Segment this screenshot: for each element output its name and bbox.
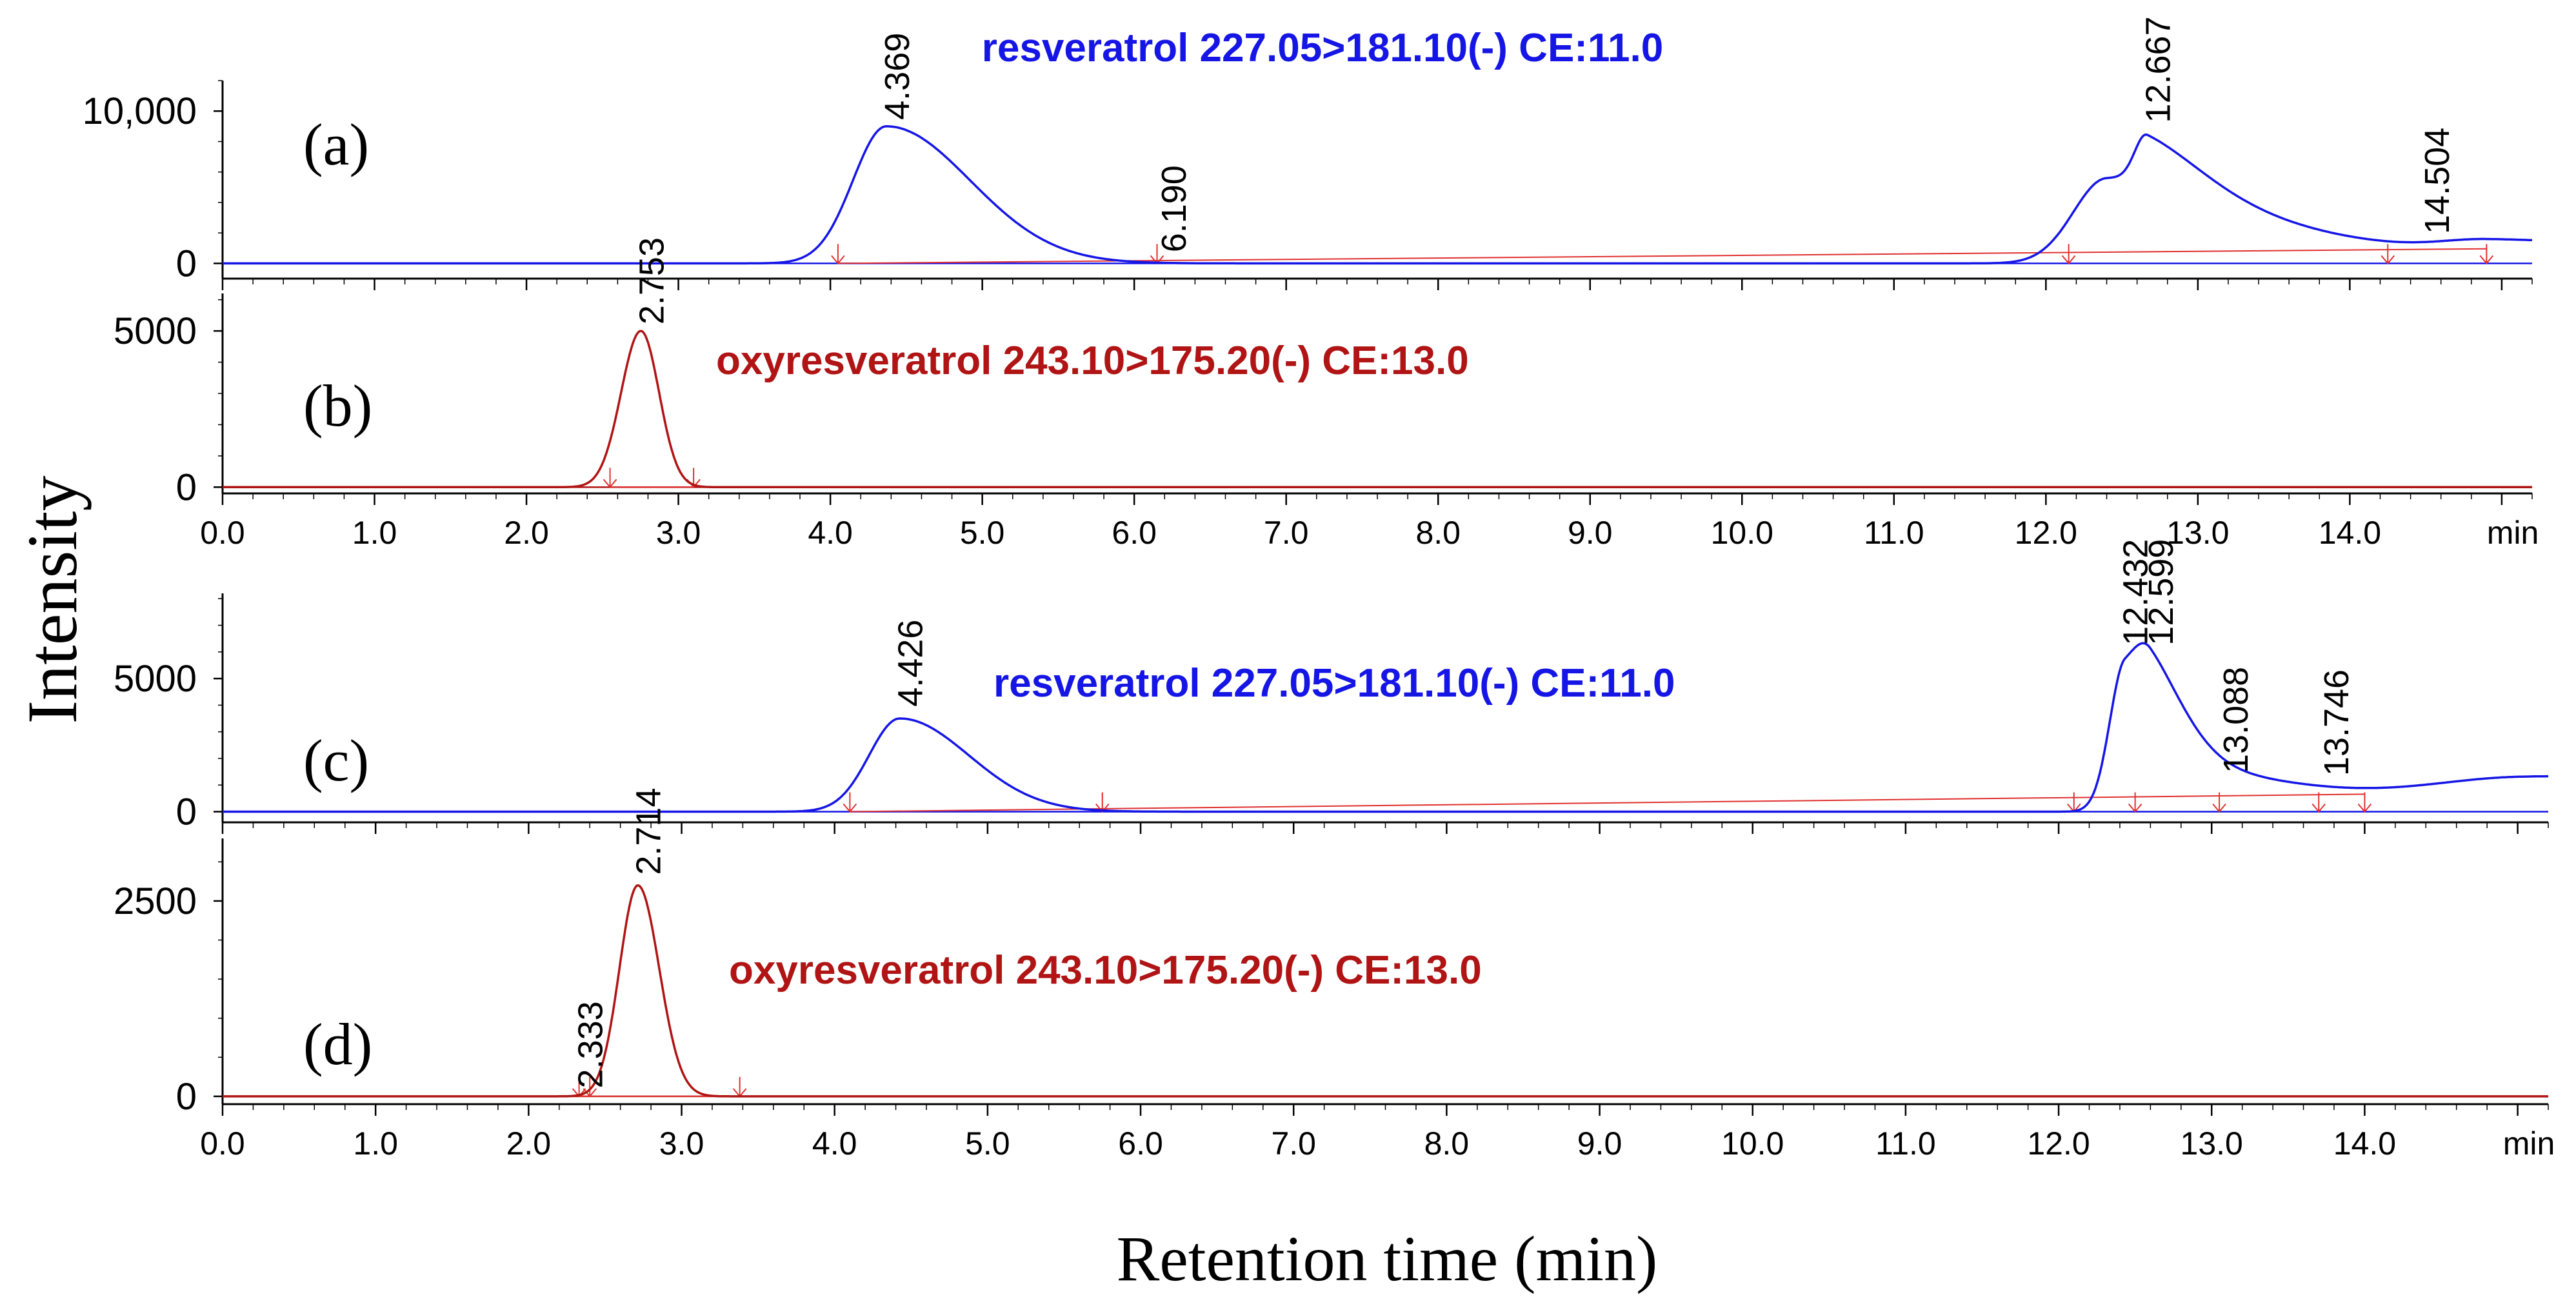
- panel-label: (c): [303, 728, 369, 793]
- x-tick-label: 2.0: [506, 1125, 552, 1162]
- peak-rt-label: 13.088: [2217, 667, 2255, 773]
- integration-marker: [2067, 792, 2081, 813]
- x-tick-label: 11.0: [1875, 1125, 1936, 1162]
- x-tick-label: 6.0: [1118, 1125, 1163, 1162]
- x-tick-label: 12.0: [2015, 515, 2077, 551]
- x-tick-label: 2.0: [504, 515, 549, 551]
- x-tick-label: 14.0: [2333, 1125, 2396, 1162]
- y-tick-label: 0: [176, 1076, 197, 1118]
- peak-rt-label: 13.746: [2317, 669, 2356, 776]
- peak-rt-label: 4.369: [878, 33, 917, 120]
- x-tick-label: 10.0: [1721, 1125, 1784, 1162]
- panel-b: 0 5000 0.0 1.0 2.0 3.0 4.0 5.0 6.0 7.0 8.0 9.0 10.0 1…: [114, 237, 2539, 551]
- peak-rt-label: 12.432: [2117, 539, 2155, 646]
- chromatogram-trace: [223, 642, 2548, 813]
- x-tick-label: 13.0: [2166, 515, 2229, 551]
- integration-marker: [2357, 792, 2372, 813]
- y-tick-label: 0: [176, 466, 197, 508]
- peak-rt-label: 2.753: [632, 237, 671, 324]
- panel-title: oxyresveratrol 243.10>175.20(-) CE:13.0: [716, 339, 1469, 383]
- x-tick-label: 9.0: [1577, 1125, 1622, 1162]
- y-tick-label: 5000: [114, 658, 197, 700]
- x-axis-label: Retention time (min): [1117, 1223, 1658, 1294]
- y-tick-label: 5000: [114, 310, 197, 352]
- integration-marker: [732, 1076, 747, 1098]
- integration-marker: [2128, 792, 2142, 813]
- y-tick-label: 0: [176, 243, 197, 284]
- x-tick-label: 1.0: [352, 515, 397, 551]
- panel-title: resveratrol 227.05>181.10(-) CE:11.0: [993, 661, 1675, 706]
- x-tick-label: 14.0: [2319, 515, 2381, 551]
- integration-marker: [2212, 792, 2226, 813]
- x-tick-label: 5.0: [965, 1125, 1010, 1162]
- x-tick-label: 3.0: [656, 515, 701, 551]
- x-tick-label: 11.0: [1864, 515, 1924, 551]
- y-tick-label: 0: [176, 791, 197, 833]
- panel-a: 0 10,000 4.369 6.190 12.667 14.504 resveratrol…: [83, 16, 2533, 290]
- x-tick-label: 4.0: [812, 1125, 857, 1162]
- integration-marker: [2311, 792, 2326, 813]
- integration-marker: [603, 468, 617, 488]
- x-tick-label: 1.0: [353, 1125, 398, 1162]
- panel-title: resveratrol 227.05>181.10(-) CE:11.0: [982, 26, 1663, 70]
- x-tick-label: 8.0: [1424, 1125, 1470, 1162]
- panel-label: (d): [303, 1011, 372, 1077]
- x-unit-label: min: [2487, 515, 2539, 551]
- x-tick-label: 5.0: [960, 515, 1005, 551]
- peak-rt-label: 2.333: [571, 1001, 610, 1088]
- peak-rt-label: 4.426: [892, 620, 930, 707]
- x-tick-label: 9.0: [1568, 515, 1613, 551]
- chart-panels: 0 10,000 4.369 6.190 12.667 14.504 resveratrol…: [83, 16, 2555, 1162]
- y-axis-label: Intensity: [13, 476, 92, 724]
- peak-rt-label: 12.667: [2139, 16, 2177, 123]
- peak-rt-label: 6.190: [1155, 165, 1193, 252]
- integration-marker: [2381, 244, 2395, 264]
- chromatogram-trace: [223, 125, 2532, 265]
- integration-marker: [831, 244, 845, 264]
- x-tick-label: 10.0: [1711, 515, 1773, 551]
- chromatogram-trace: [223, 884, 2548, 1098]
- x-tick-label: 7.0: [1271, 1125, 1316, 1162]
- integration-marker: [572, 1076, 586, 1098]
- peak-rt-label: 2.714: [630, 788, 668, 875]
- peak-rt-label: 14.504: [2418, 128, 2457, 234]
- x-tick-label: 6.0: [1112, 515, 1157, 551]
- panel-title: oxyresveratrol 243.10>175.20(-) CE:13.0: [729, 948, 1482, 993]
- x-tick-label: 0.0: [200, 515, 245, 551]
- y-tick-label: 2500: [114, 880, 197, 922]
- panel-d: 0 2500 0.0 1.0 2.0 3.0 4.0 5.0 6.0 7.0 8.0 9.0 10.0 1…: [114, 788, 2555, 1162]
- x-tick-label: 3.0: [659, 1125, 704, 1162]
- chromatogram-trace: [223, 330, 2532, 489]
- x-unit-label: min: [2503, 1125, 2555, 1162]
- integration-marker: [2479, 244, 2494, 264]
- x-tick-label: 4.0: [808, 515, 853, 551]
- x-tick-label: 7.0: [1264, 515, 1309, 551]
- x-tick-label: 0.0: [200, 1125, 245, 1162]
- x-tick-label: 13.0: [2181, 1125, 2243, 1162]
- x-tick-label: 12.0: [2027, 1125, 2090, 1162]
- panel-label: (a): [303, 112, 369, 177]
- x-tick-label: 8.0: [1415, 515, 1461, 551]
- peak-rt-label: 12.599: [2142, 539, 2181, 646]
- integration-marker: [843, 792, 857, 813]
- y-tick-label: 10,000: [83, 90, 197, 132]
- integration-marker: [2061, 244, 2076, 264]
- panel-label: (b): [303, 373, 372, 439]
- integration-marker: [583, 1076, 597, 1098]
- integration-marker: [1095, 792, 1110, 813]
